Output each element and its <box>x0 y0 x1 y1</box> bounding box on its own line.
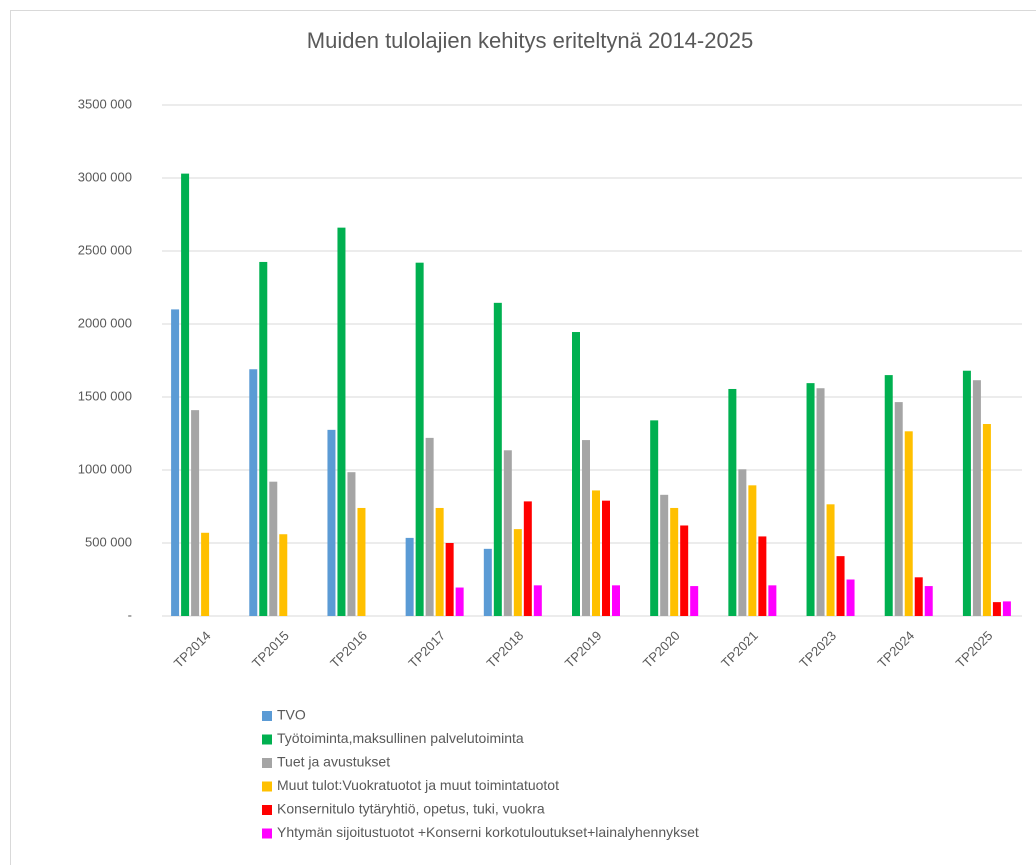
bar <box>503 450 512 616</box>
y-tick-label: 1500 000 <box>78 388 132 403</box>
chart-title: Muiden tulolajien kehitys eriteltynä 201… <box>307 28 753 53</box>
x-tick-label: TP2017 <box>405 628 448 671</box>
bar <box>806 383 815 616</box>
legend-label: Tuet ja avustukset <box>277 754 390 770</box>
legend-swatch <box>262 828 272 839</box>
bar <box>279 534 288 616</box>
bar <box>768 585 777 616</box>
bar <box>924 586 933 616</box>
bar <box>357 507 366 616</box>
bar <box>191 410 200 616</box>
bar <box>650 420 659 616</box>
x-tick-label: TP2021 <box>718 628 761 671</box>
bar <box>738 469 747 616</box>
bar <box>269 481 278 616</box>
bar <box>894 402 903 616</box>
bar <box>982 424 991 616</box>
legend-label: TVO <box>277 707 306 723</box>
bar <box>660 494 669 616</box>
x-tick-label: TP2016 <box>327 628 370 671</box>
legend-swatch <box>262 711 272 721</box>
bar <box>415 262 424 616</box>
legend-label: Työtoiminta,maksullinen palvelutoiminta <box>277 730 524 746</box>
bar <box>680 525 689 616</box>
bar <box>690 586 699 616</box>
bar <box>445 543 454 616</box>
bar <box>992 602 1001 616</box>
bar <box>327 429 336 616</box>
x-tick-label: TP2024 <box>874 628 917 671</box>
bar <box>337 227 346 616</box>
bar <box>572 332 580 616</box>
bar <box>181 173 190 616</box>
x-tick-label: TP2018 <box>484 628 527 671</box>
bar <box>405 537 414 616</box>
legend-swatch <box>262 781 272 792</box>
bar <box>513 529 522 616</box>
bar <box>249 369 258 616</box>
bar <box>758 536 767 616</box>
x-tick-label: TP2019 <box>562 628 605 671</box>
bar <box>582 440 590 616</box>
y-tick-label: 2000 000 <box>78 315 132 330</box>
bar <box>201 532 210 616</box>
y-tick-label: 500 000 <box>85 534 132 549</box>
bar <box>435 507 444 616</box>
bar <box>670 507 679 616</box>
bar <box>962 370 971 616</box>
bar <box>425 437 434 616</box>
bar <box>483 548 492 616</box>
legend-label: Konsernitulo tytäryhtiö, opetus, tuki, v… <box>277 801 545 817</box>
bar <box>533 585 542 616</box>
bar <box>1002 601 1011 616</box>
bar <box>846 579 855 616</box>
chart-frame <box>10 10 1036 865</box>
bar <box>826 504 835 616</box>
legend-label: Muut tulot:Vuokratuotot ja muut toiminta… <box>277 777 559 793</box>
bar <box>455 587 464 616</box>
bar <box>592 490 600 616</box>
bar <box>836 556 845 616</box>
y-tick-label: 3000 000 <box>78 169 132 184</box>
x-tick-label: TP2015 <box>249 628 292 671</box>
y-tick-label: - <box>128 607 132 622</box>
bar <box>523 501 532 616</box>
x-tick-label: TP2020 <box>640 628 683 671</box>
bar <box>884 375 893 616</box>
bar <box>171 309 180 616</box>
bar <box>728 388 737 616</box>
y-tick-label: 1000 000 <box>78 461 132 476</box>
x-tick-label: TP2014 <box>171 628 214 671</box>
bar <box>816 388 825 616</box>
x-tick-label: TP2025 <box>953 628 996 671</box>
legend-swatch <box>262 805 272 815</box>
bar <box>259 261 268 616</box>
bar <box>914 577 923 616</box>
legend-swatch <box>262 734 272 745</box>
bar <box>602 500 610 616</box>
bar <box>748 485 757 616</box>
legend-label: Yhtymän sijoitustuotot +Konserni korkotu… <box>277 824 699 840</box>
bar <box>612 585 620 616</box>
y-tick-label: 2500 000 <box>78 242 132 257</box>
bar <box>493 302 502 616</box>
legend-swatch <box>262 758 272 768</box>
bar <box>347 472 356 616</box>
x-tick-label: TP2023 <box>796 628 839 671</box>
bar <box>904 431 913 616</box>
bar <box>972 380 981 616</box>
y-tick-label: 3500 000 <box>78 96 132 111</box>
